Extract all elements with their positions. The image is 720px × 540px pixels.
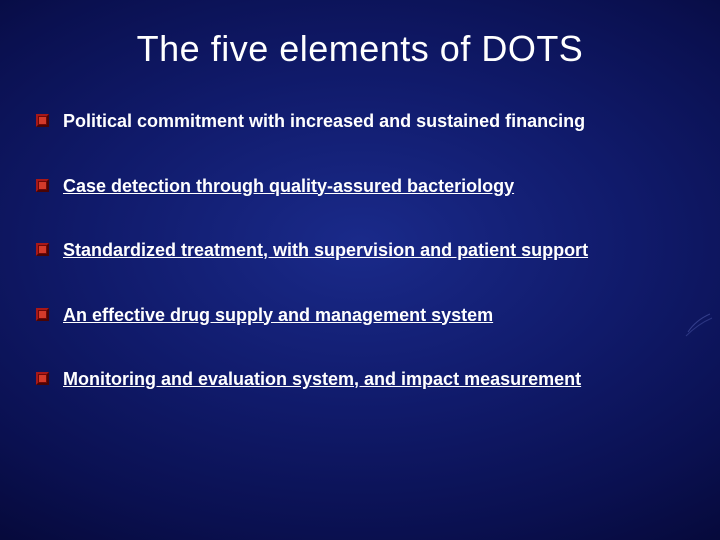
list-item-text: An effective drug supply and management …	[63, 304, 493, 327]
list-item-text: Case detection through quality-assured b…	[63, 175, 514, 198]
list-item: Political commitment with increased and …	[36, 110, 680, 133]
bullet-icon	[36, 243, 49, 256]
bullet-list: Political commitment with increased and …	[0, 110, 720, 391]
list-item-text: Political commitment with increased and …	[63, 110, 585, 133]
list-item: Monitoring and evaluation system, and im…	[36, 368, 680, 391]
bullet-icon	[36, 179, 49, 192]
list-item: Case detection through quality-assured b…	[36, 175, 680, 198]
bullet-icon	[36, 308, 49, 321]
slide-title: The five elements of DOTS	[0, 0, 720, 110]
list-item: An effective drug supply and management …	[36, 304, 680, 327]
list-item: Standardized treatment, with supervision…	[36, 239, 680, 262]
list-item-text: Monitoring and evaluation system, and im…	[63, 368, 581, 391]
bullet-icon	[36, 114, 49, 127]
bullet-icon	[36, 372, 49, 385]
slide: The five elements of DOTS Political comm…	[0, 0, 720, 540]
list-item-text: Standardized treatment, with supervision…	[63, 239, 588, 262]
